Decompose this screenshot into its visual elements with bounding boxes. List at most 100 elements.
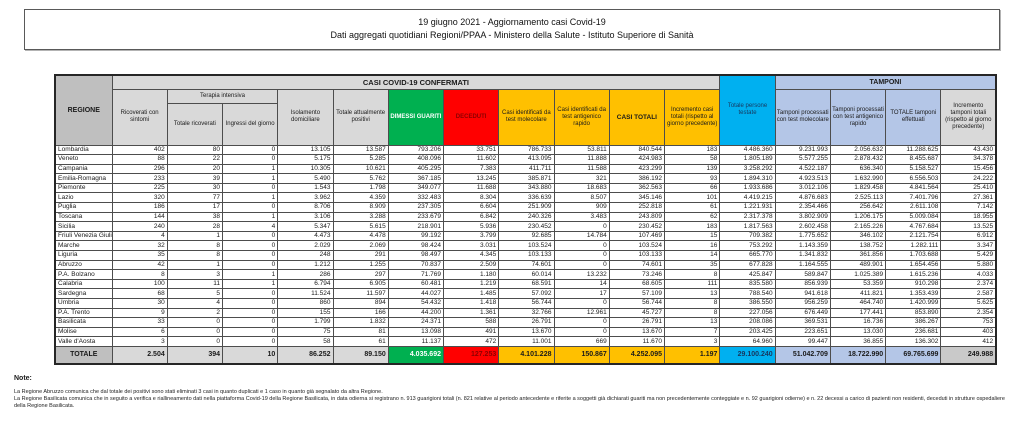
value-cell: 5.175 [277,154,334,165]
value-cell: 71.769 [387,269,445,280]
value-cell: 332.483 [387,192,445,204]
value-cell: 68 [111,288,168,299]
value-cell: 385.871 [498,173,555,184]
value-cell: 8.909 [332,202,389,213]
value-cell: 136.302 [885,336,942,347]
notes-title: Note: [14,375,32,383]
note-line-abruzzo: La Regione Abruzzo comunica che dal tota… [14,389,383,396]
value-cell: 1.420.999 [885,298,942,309]
value-cell: 15.456 [940,163,997,175]
value-cell: 3.962 [277,192,334,204]
value-cell: 1 [166,259,224,271]
value-cell: 1.361 [442,307,500,319]
value-cell: 286 [277,269,334,280]
region-name-cell: Valle d'Aosta [54,336,113,347]
value-cell: 5.625 [940,298,997,309]
value-cell: 0 [221,307,279,319]
value-cell: 665.770 [719,250,776,261]
value-cell: 177.441 [829,307,887,319]
value-cell: 1 [221,163,279,175]
value-cell: 183 [663,221,721,232]
value-cell: 5.285 [332,154,389,165]
region-name-cell: Puglia [54,202,113,213]
value-cell: 100 [111,278,168,290]
value-cell: 14.784 [553,230,610,242]
value-cell: 386.550 [719,298,776,309]
value-cell: 321 [553,173,610,184]
total-value-cell: 4.035.692 [387,345,445,365]
value-cell: 343.880 [498,182,555,194]
value-cell: 2.165.226 [829,221,887,232]
value-cell: 4.473 [277,230,334,242]
value-cell: 13.587 [332,144,389,156]
value-cell: 203.425 [719,326,776,338]
table-row: Valle d'Aosta 3 0 0 58 61 11.137 472 11.001 669 11… [54,336,997,347]
value-cell: 386.192 [608,173,666,184]
value-cell: 11.602 [442,154,500,165]
region-name-cell: Sardegna [54,288,113,299]
value-cell: 139 [663,163,721,175]
value-cell: 345.146 [608,192,666,204]
value-cell: 425.847 [719,269,776,280]
value-cell: 1 [221,278,279,290]
region-name-cell: Emilia-Romagna [54,173,113,184]
value-cell: 0 [553,250,610,261]
value-cell: 3.483 [553,211,610,223]
value-cell: 2.056.632 [829,144,887,156]
value-cell: 0 [553,240,610,252]
value-cell: 57.109 [608,288,666,299]
total-label-cell: TOTALE [54,345,113,365]
col-header-totale-ricoverati: Totale ricoverati [166,102,224,146]
value-cell: 910.298 [885,278,942,290]
value-cell: 243.809 [608,211,666,223]
value-cell: 2.374 [940,278,997,290]
value-cell: 1 [221,269,279,280]
value-cell: 8.507 [553,192,610,204]
total-value-cell: 18.722.990 [829,345,887,365]
value-cell: 13 [663,317,721,328]
region-name-cell: Friuli Venezia Giulia [54,230,113,242]
total-value-cell: 29.100.240 [719,345,776,365]
value-cell: 856.939 [774,278,831,290]
value-cell: 103.133 [498,250,555,261]
value-cell: 472 [442,336,500,347]
value-cell: 5.762 [332,173,389,184]
total-value-cell: 394 [166,345,224,365]
table-row: Piemonte 225 30 0 1.543 1.798 349.077 11.688 343… [54,182,997,194]
value-cell: 8.304 [442,192,500,204]
value-cell: 5 [166,288,224,299]
col-header-casi-molecolare: Casi identificati da test molecolare [498,88,555,146]
value-cell: 44.027 [387,288,445,299]
value-cell: 1.180 [442,269,500,280]
value-cell: 709.382 [719,230,776,242]
value-cell: 6.794 [277,278,334,290]
value-cell: 35 [663,259,721,271]
value-cell: 230.452 [608,221,666,232]
value-cell: 491 [442,326,500,338]
value-cell: 4.841.564 [885,182,942,194]
value-cell: 4.486.360 [719,144,776,156]
value-cell: 3 [111,336,168,347]
value-cell: 33 [111,317,168,328]
value-cell: 589.847 [774,269,831,280]
col-header-persone-testate: Totale persone testate [719,74,776,146]
value-cell: 13.245 [442,173,500,184]
value-cell: 60.481 [387,278,445,290]
value-cell: 30 [111,298,168,309]
value-cell: 413.095 [498,154,555,165]
total-value-cell: 4.252.095 [608,345,666,365]
value-cell: 74.601 [608,259,666,271]
value-cell: 230.452 [498,221,555,232]
value-cell: 5.490 [277,173,334,184]
value-cell: 1.219 [442,278,500,290]
value-cell: 1 [221,173,279,184]
value-cell: 423.299 [608,163,666,175]
value-cell: 58 [663,154,721,165]
col-header-tamponi-totale: TOTALE tamponi effettuati [885,88,942,146]
value-cell: 9.231.993 [774,144,831,156]
value-cell: 853.890 [885,307,942,319]
value-cell: 1.341.832 [774,250,831,261]
covid-data-table: REGIONE CASI COVID-19 CONFERMATI Totale … [54,74,998,366]
value-cell: 4.033 [940,269,997,280]
group-header-tamponi: TAMPONI [774,74,997,90]
